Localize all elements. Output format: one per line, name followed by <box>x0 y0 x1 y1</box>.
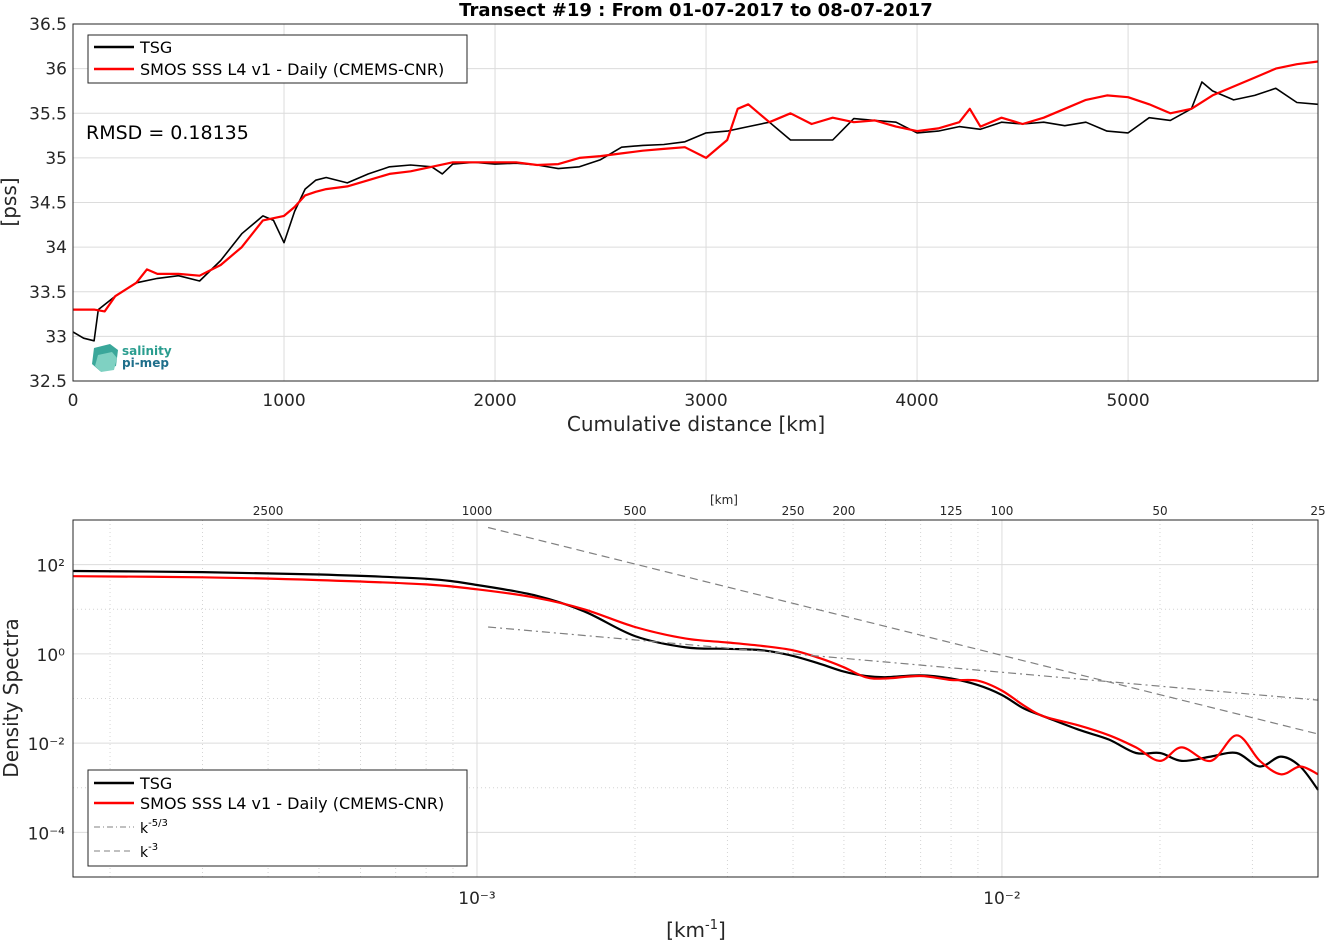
top-y-tick-label: 33 <box>45 327 67 347</box>
bottom-y-tick-labels: 10⁻⁴ 10⁻² 10⁰ 10² <box>28 557 66 845</box>
bottom-y-tick-label: 10⁰ <box>37 646 66 666</box>
top-chart: Transect #19 : From 01-07-2017 to 08-07-… <box>0 0 1319 436</box>
chart-title: Transect #19 : From 01-07-2017 to 08-07-… <box>459 0 933 21</box>
top-y-tick-label: 34.5 <box>29 194 67 214</box>
bottom-y-axis-label: Density Spectra <box>0 618 23 777</box>
top-x-tick-label: 1000 <box>262 391 305 411</box>
bottom-legend-label-tsg: TSG <box>139 774 172 793</box>
top-legend-label-smos: SMOS SSS L4 v1 - Daily (CMEMS-CNR) <box>140 60 444 79</box>
bottom-chart: 10⁻³ 10⁻² 10⁻⁴ 10⁻² 10⁰ 10² 2500 1000 500 250 20… <box>0 493 1326 942</box>
bottom-y-tick-label: 10⁻⁴ <box>28 824 66 844</box>
bottom-x-tick-label: 10⁻³ <box>458 889 495 909</box>
top-y-tick-label: 35 <box>45 149 67 169</box>
bottom-y-tick-label: 10⁻² <box>28 735 65 755</box>
top-x-tick-label: 3000 <box>684 391 727 411</box>
bottom-top-tick-label: 1000 <box>462 504 493 518</box>
bottom-legend-box <box>87 769 468 867</box>
bottom-top-tick-label: 100 <box>990 504 1013 518</box>
top-x-tick-label: 4000 <box>895 391 938 411</box>
bottom-top-tick-label: 125 <box>940 504 963 518</box>
bottom-series-k53-line <box>488 626 1319 701</box>
top-y-tick-label: 35.5 <box>29 104 67 124</box>
bottom-x-tick-labels: 10⁻³ 10⁻² <box>458 889 1020 909</box>
bottom-top-tick-label: 2500 <box>253 504 284 518</box>
bottom-top-tick-label: 500 <box>624 504 647 518</box>
bottom-top-axis-label: [km] <box>710 493 738 507</box>
bottom-x-axis-label: [km-1] <box>666 918 726 942</box>
bottom-y-tick-label: 10² <box>37 557 65 577</box>
top-y-tick-label: 36.5 <box>29 15 67 35</box>
logo-shape-front <box>95 352 117 372</box>
bottom-x-tick-label: 10⁻² <box>983 889 1020 909</box>
bottom-top-tick-label: 200 <box>832 504 855 518</box>
bottom-legend-label-k3: k-3 <box>140 842 158 861</box>
top-y-axis-label: [pss] <box>0 177 21 226</box>
bottom-top-tick-label: 50 <box>1152 504 1167 518</box>
top-series-smos-line <box>73 60 1319 313</box>
top-legend-label-tsg: TSG <box>139 38 172 57</box>
top-y-tick-label: 32.5 <box>29 372 67 392</box>
bottom-top-tick-labels: 2500 1000 500 250 200 125 100 50 25 <box>253 504 1326 518</box>
top-x-tick-label: 0 <box>68 391 79 411</box>
bottom-top-tick-label: 250 <box>782 504 805 518</box>
top-x-tick-label: 5000 <box>1106 391 1149 411</box>
bottom-series-group <box>72 526 1319 791</box>
bottom-series-tsg-line <box>72 569 1319 791</box>
bottom-legend-label-smos: SMOS SSS L4 v1 - Daily (CMEMS-CNR) <box>140 794 444 813</box>
top-x-tick-label: 2000 <box>473 391 516 411</box>
top-plot-frame <box>72 23 1319 382</box>
bottom-plot-frame <box>72 519 1319 878</box>
bottom-series-smos-line <box>72 575 1319 776</box>
bottom-legend: TSG SMOS SSS L4 v1 - Daily (CMEMS-CNR) k… <box>87 769 468 867</box>
rmsd-annotation: RMSD = 0.18135 <box>86 122 249 144</box>
top-y-tick-label: 36 <box>45 60 67 80</box>
top-legend-box <box>87 34 468 84</box>
bottom-top-tick-label: 25 <box>1310 504 1325 518</box>
bottom-series-k3-line <box>487 526 1319 735</box>
top-y-tick-labels: 32.5 33 33.5 34 34.5 35 35.5 36 36.5 <box>29 15 67 392</box>
top-x-axis-label: Cumulative distance [km] <box>567 412 825 436</box>
logo-text-pimep: pi-mep <box>122 356 169 370</box>
top-legend: TSG SMOS SSS L4 v1 - Daily (CMEMS-CNR) <box>87 34 468 84</box>
top-series-tsg-line <box>72 81 1319 342</box>
top-series-group <box>72 60 1319 342</box>
top-y-tick-label: 33.5 <box>29 283 67 303</box>
bottom-legend-label-k53: k-5/3 <box>140 818 168 837</box>
logo-text-salinity: salinity <box>122 344 172 358</box>
top-x-tick-labels: 0 1000 2000 3000 4000 5000 <box>68 391 1150 411</box>
salinity-pi-mep-logo: salinity pi-mep <box>92 344 172 372</box>
top-y-tick-label: 34 <box>45 238 67 258</box>
